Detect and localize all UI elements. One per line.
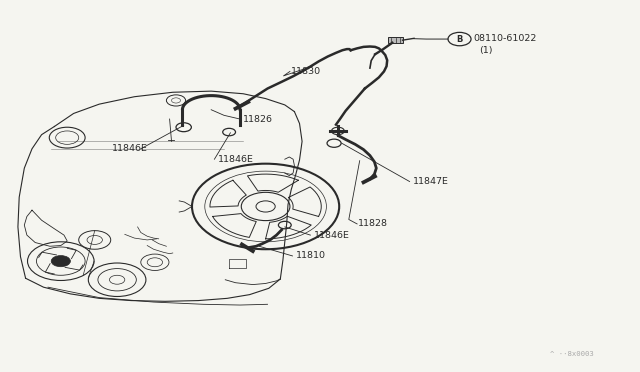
Circle shape bbox=[28, 242, 94, 280]
Text: ^ ··8x0003: ^ ··8x0003 bbox=[550, 351, 594, 357]
Circle shape bbox=[278, 221, 291, 229]
Text: 11810: 11810 bbox=[296, 251, 326, 260]
Circle shape bbox=[51, 256, 70, 267]
Text: 11846E: 11846E bbox=[218, 155, 253, 164]
Circle shape bbox=[88, 263, 146, 296]
Text: 11847E: 11847E bbox=[413, 177, 449, 186]
Text: (1): (1) bbox=[479, 46, 492, 55]
Circle shape bbox=[176, 123, 191, 132]
Circle shape bbox=[327, 139, 341, 147]
Circle shape bbox=[79, 231, 111, 249]
Text: 11846E: 11846E bbox=[112, 144, 148, 153]
Text: 11826: 11826 bbox=[243, 115, 273, 124]
Text: B: B bbox=[456, 35, 463, 44]
Text: 11846E: 11846E bbox=[314, 231, 349, 240]
Circle shape bbox=[166, 95, 186, 106]
Text: 11830: 11830 bbox=[291, 67, 321, 76]
Text: 08110-61022: 08110-61022 bbox=[474, 34, 537, 43]
Circle shape bbox=[332, 127, 344, 135]
Circle shape bbox=[223, 128, 236, 136]
FancyBboxPatch shape bbox=[388, 37, 403, 43]
Circle shape bbox=[49, 127, 85, 148]
Text: 11828: 11828 bbox=[358, 219, 388, 228]
Circle shape bbox=[141, 254, 169, 270]
